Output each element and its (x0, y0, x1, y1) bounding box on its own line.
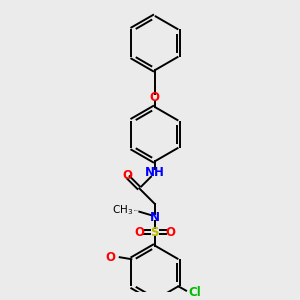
Text: NH: NH (145, 167, 165, 179)
Text: O: O (106, 251, 116, 264)
Text: methyl: methyl (134, 210, 139, 211)
Text: S: S (151, 226, 159, 238)
Text: Cl: Cl (188, 286, 201, 298)
Text: O: O (150, 91, 160, 104)
Text: O: O (165, 226, 176, 238)
Text: N: N (150, 211, 160, 224)
Text: $\mathregular{CH_3}$: $\mathregular{CH_3}$ (112, 203, 134, 217)
Text: O: O (134, 226, 144, 238)
Text: O: O (123, 169, 133, 182)
